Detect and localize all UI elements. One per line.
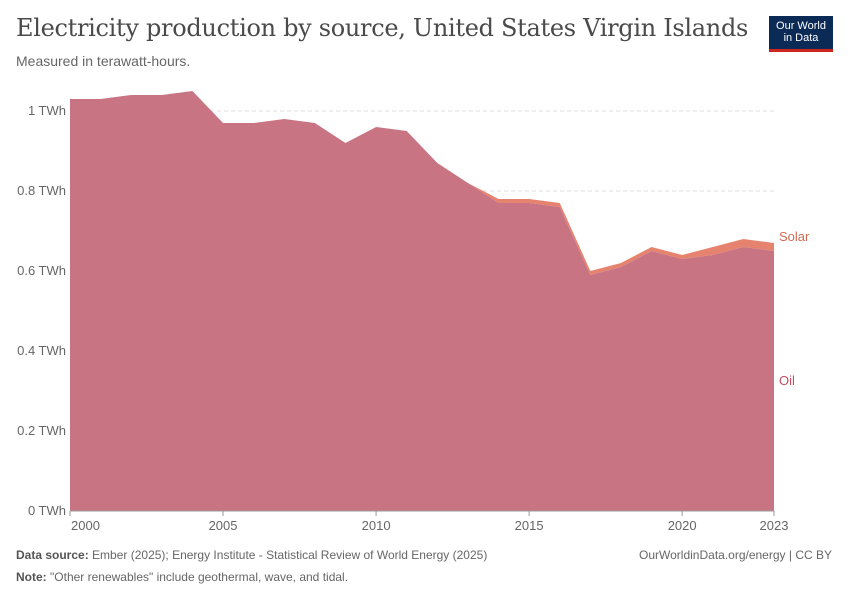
owid-energy-link[interactable]: OurWorldinData.org/energy xyxy=(639,548,786,562)
y-tick-label: 0.6 TWh xyxy=(17,263,66,278)
logo-line-1: Our World xyxy=(776,20,826,32)
license-text: | CC BY xyxy=(788,548,832,562)
y-tick-label: 0.4 TWh xyxy=(17,343,66,358)
data-source-text: Ember (2025); Energy Institute - Statist… xyxy=(92,548,488,562)
footer-credit: OurWorldinData.org/energy | CC BY xyxy=(639,548,832,562)
x-tick-label: 2000 xyxy=(71,518,100,533)
data-source-label: Data source: xyxy=(16,548,89,562)
x-tick-label: 2010 xyxy=(362,518,391,533)
y-tick-label: 0.8 TWh xyxy=(17,183,66,198)
x-tick-label: 2020 xyxy=(668,518,697,533)
chart-title: Electricity production by source, United… xyxy=(16,14,749,42)
x-tick-label: 2023 xyxy=(760,518,789,533)
data-source: Data source: Ember (2025); Energy Instit… xyxy=(16,548,487,562)
note-text: "Other renewables" include geothermal, w… xyxy=(50,570,349,584)
owid-logo[interactable]: Our World in Data xyxy=(769,16,833,52)
x-tick-label: 2015 xyxy=(515,518,544,533)
x-tick-label: 2005 xyxy=(209,518,238,533)
logo-line-2: in Data xyxy=(783,32,819,44)
legend-label-solar: Solar xyxy=(779,229,810,244)
legend-label-oil: Oil xyxy=(779,373,795,388)
chart-subtitle: Measured in terawatt-hours. xyxy=(16,53,191,69)
oil-area xyxy=(70,91,774,511)
y-tick-label: 1 TWh xyxy=(28,103,66,118)
y-tick-label: 0 TWh xyxy=(28,503,66,518)
chart-note: Note: "Other renewables" include geother… xyxy=(16,570,348,584)
y-tick-label: 0.2 TWh xyxy=(17,423,66,438)
note-label: Note: xyxy=(16,570,47,584)
